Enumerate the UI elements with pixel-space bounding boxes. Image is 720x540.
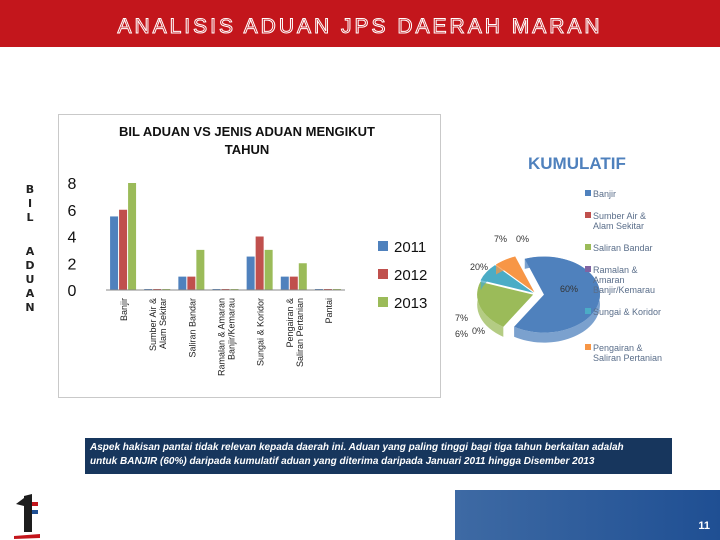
pie-title: KUMULATIF xyxy=(528,154,626,173)
y-tick-label: 6 xyxy=(68,203,77,220)
y-tick-label: 2 xyxy=(68,256,77,273)
pie-value-label: 7% xyxy=(455,313,468,323)
legend-label-2012: 2012 xyxy=(394,267,427,284)
pie-legend-label: Amaran xyxy=(593,275,625,285)
pie-value-label: 60% xyxy=(560,284,578,294)
bar-2011 xyxy=(110,216,119,290)
legend-swatch-2011 xyxy=(378,241,388,251)
pie-slice xyxy=(514,256,600,333)
pie-legend-label: Sungai & Koridor xyxy=(593,307,661,317)
bar-2013 xyxy=(264,249,273,290)
x-category-label: Sumber Air & xyxy=(148,298,158,351)
legend-label-2013: 2013 xyxy=(394,295,427,312)
pie-value-label: 6% xyxy=(455,329,468,339)
x-category-label: Saliran Pertanian xyxy=(295,298,305,367)
side-label-letter: A xyxy=(25,287,35,300)
side-label-letter: U xyxy=(25,273,35,286)
page-title: ANALISIS ADUAN JPS DAERAH MARAN xyxy=(117,15,603,39)
pie-legend-label: Banjir xyxy=(593,189,616,199)
bar-2012 xyxy=(255,236,264,290)
pie-slice-side xyxy=(514,256,600,343)
bar-2012 xyxy=(289,276,298,290)
bar-2013 xyxy=(298,263,307,290)
y-tick-label: 8 xyxy=(68,176,77,193)
x-category-label: Pengairan & xyxy=(285,298,295,348)
pie-slice xyxy=(496,256,535,293)
caption-box: Aspek hakisan pantai tidak relevan kepad… xyxy=(85,438,672,474)
x-category-label: Ramalan & Amaran xyxy=(217,298,227,376)
pie-legend-label: Ramalan & xyxy=(593,265,638,275)
legend-swatch-2013 xyxy=(378,297,388,307)
side-label-letter: L xyxy=(26,211,34,224)
title-banner: ANALISIS ADUAN JPS DAERAH MARAN xyxy=(0,0,720,47)
bar-2011 xyxy=(246,256,255,290)
caption-line1: Aspek hakisan pantai tidak relevan kepad… xyxy=(90,442,624,453)
pie-legend-swatch xyxy=(585,190,591,196)
pie-slice xyxy=(480,265,534,293)
legend-swatch-2012 xyxy=(378,269,388,279)
side-label-letter: I xyxy=(27,197,33,210)
side-label-letter: D xyxy=(25,259,35,272)
pie-legend-swatch xyxy=(585,244,591,250)
bar-2011 xyxy=(280,276,289,290)
pie-legend-swatch xyxy=(585,266,591,272)
footer-bar: 11 xyxy=(455,490,720,540)
pie-legend-swatch xyxy=(585,308,591,314)
pie-legend-label: Alam Sekitar xyxy=(593,221,644,231)
y-tick-label: 0 xyxy=(68,283,77,300)
pie-value-label: 0% xyxy=(516,234,529,244)
pie-legend-swatch xyxy=(585,212,591,218)
x-category-label: Banjir/Kemarau xyxy=(227,298,237,360)
bar-2011 xyxy=(178,276,187,290)
chart-title-line2: TAHUN xyxy=(225,142,270,157)
pie-value-label: 0% xyxy=(472,326,485,336)
bar-2013 xyxy=(128,183,137,290)
x-category-label: Pantai xyxy=(324,298,334,324)
y-tick-label: 4 xyxy=(68,230,77,247)
pie-slice xyxy=(477,281,534,327)
pie-legend-label: Saliran Bandar xyxy=(593,243,653,253)
legend-label-2011: 2011 xyxy=(394,239,426,256)
x-category-label: Banjir xyxy=(119,298,129,321)
pie-extra-label: 7% xyxy=(494,234,507,244)
x-category-label: Saliran Bandar xyxy=(187,298,197,358)
side-label-letter: B xyxy=(25,183,35,196)
pie-legend-label: Sumber Air & xyxy=(593,211,646,221)
pie-legend-label: Banjir/Kemarau xyxy=(593,285,655,295)
x-category-label: Sungai & Koridor xyxy=(256,298,266,366)
pie-legend-label: Pengairan & xyxy=(593,343,643,353)
bar-2013 xyxy=(196,249,205,290)
chart-title-line1: BIL ADUAN VS JENIS ADUAN MENGIKUT xyxy=(119,124,375,139)
pie-legend-label: Saliran Pertanian xyxy=(593,353,662,363)
bar-2012 xyxy=(119,209,128,290)
pie-value-label: 20% xyxy=(470,262,488,272)
side-label-letter: N xyxy=(25,301,35,314)
caption-line2: untuk BANJIR (60%) daripada kumulatif ad… xyxy=(90,456,595,467)
bar-2012 xyxy=(187,276,196,290)
logo-1malaysia xyxy=(14,494,40,539)
pie-legend-swatch xyxy=(585,344,591,350)
page-number: 11 xyxy=(698,520,710,532)
side-label-letter: A xyxy=(25,245,35,258)
x-category-label: Alam Sekitar xyxy=(158,298,168,349)
